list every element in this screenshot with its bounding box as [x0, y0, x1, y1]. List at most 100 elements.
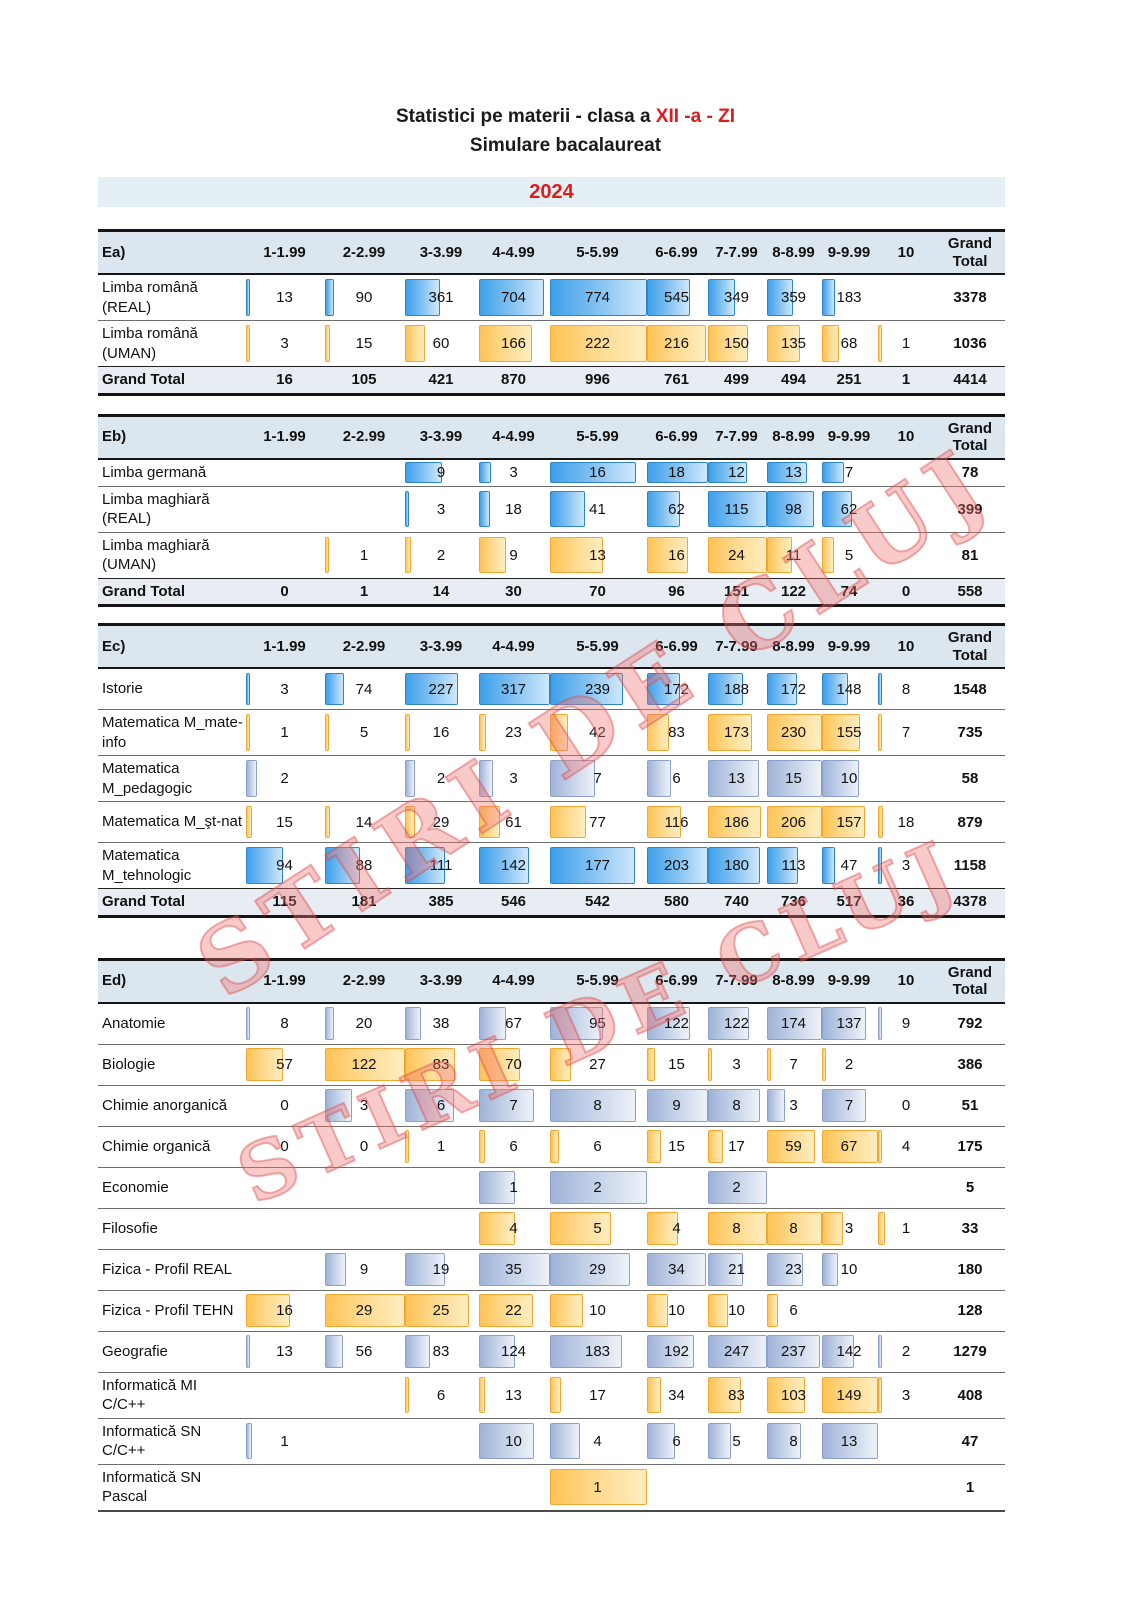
value-text: 3 [280, 680, 289, 698]
value-text: 137 [836, 1015, 862, 1032]
data-bar [647, 805, 682, 839]
table-row: Fizica - Profil TEHN 16 29 25 22 10 10 10 6 128 [98, 1289, 1005, 1331]
total-text: 47 [961, 1432, 979, 1450]
value-cell: 16 [404, 710, 478, 755]
row-label: Limba germană [102, 463, 207, 481]
value-cell: 115 [707, 487, 767, 532]
data-bar [405, 1253, 446, 1286]
value-text: 77 [589, 813, 606, 831]
data-bar [405, 847, 446, 884]
value-text: 10 [589, 1302, 606, 1319]
value-cell: 27 [549, 1045, 646, 1085]
total-text: 81 [961, 546, 979, 564]
value-text: 96 [668, 582, 685, 600]
data-bar [550, 1468, 647, 1506]
value-text: 98 [785, 500, 802, 518]
value-text: 206 [780, 813, 807, 831]
column-header: 6-6.99 [655, 972, 698, 990]
value-text: 8 [789, 1432, 798, 1450]
data-bar [822, 1048, 826, 1081]
value-text: 29 [589, 1261, 606, 1278]
value-text: 2 [732, 1179, 741, 1196]
value-text: 2 [844, 1056, 854, 1073]
row-total: 1279 [935, 1332, 1005, 1372]
column-header: 4-4.99 [492, 243, 535, 261]
value-text: 29 [355, 1302, 373, 1319]
value-text: 13 [728, 770, 745, 787]
data-bar [767, 1422, 801, 1460]
grand-total-cell: 1 [324, 579, 404, 605]
data-bar [325, 847, 360, 884]
grand-total-header: Grand Total [947, 235, 993, 270]
row-label: Fizica - Profil TEHN [102, 1301, 234, 1319]
data-bar [325, 1335, 344, 1368]
value-cell: 13 [766, 460, 821, 486]
row-total: 1158 [935, 843, 1005, 888]
value-text: 4 [593, 1432, 602, 1450]
value-text: 17 [728, 1138, 745, 1155]
column-header: 3-3.99 [419, 637, 463, 655]
value-cell: 5 [821, 533, 877, 578]
value-cell: 5 [707, 1419, 766, 1464]
value-cell: 18 [478, 487, 549, 532]
data-bar [405, 490, 409, 528]
value-cell: 98 [766, 487, 821, 532]
data-bar [246, 1422, 253, 1460]
value-text: 62 [668, 500, 685, 518]
value-text: 7 [844, 1097, 854, 1114]
column-header: 5-5.99 [576, 972, 619, 990]
data-bar [878, 1007, 882, 1040]
value-text: 16 [668, 546, 685, 564]
data-bar [822, 325, 840, 362]
value-cell: 9 [877, 1004, 935, 1044]
data-bar [479, 847, 529, 884]
value-cell: 23 [766, 1250, 821, 1290]
table-row: Fizica - Profil REAL 9 19 35 29 34 21 23 10 180 [98, 1248, 1005, 1290]
value-text: 9 [509, 546, 518, 564]
data-bar [405, 325, 425, 362]
value-cell: 2 [877, 1332, 935, 1372]
value-text: 6 [789, 1302, 798, 1319]
value-cell: 6 [404, 1373, 478, 1418]
row-label: Filosofie [102, 1219, 158, 1237]
value-cell: 10 [707, 1291, 766, 1331]
total-text: 5 [965, 1179, 975, 1196]
value-text: 24 [728, 546, 745, 564]
total-text: 1036 [953, 335, 987, 352]
data-bar [822, 536, 834, 574]
value-text: 774 [584, 289, 611, 306]
data-bar [550, 536, 603, 574]
column-header: 4-4.99 [492, 637, 535, 655]
data-bar [767, 714, 822, 751]
data-bar [647, 847, 708, 884]
grand-total-header: Grand Total [947, 419, 993, 454]
data-bar [405, 536, 412, 574]
data-bar [246, 1335, 251, 1368]
value-cell: 3 [478, 756, 549, 801]
value-cell: 22 [478, 1291, 549, 1331]
data-bar [767, 325, 801, 362]
data-bar [822, 1007, 867, 1040]
value-cell [766, 1168, 821, 1208]
value-cell: 6 [646, 756, 707, 801]
value-cell: 15 [766, 756, 822, 801]
row-total: 33 [935, 1209, 1005, 1249]
table-row: Istorie 3 74 227 317 239 172 188 172 148 8 1548 [98, 669, 1005, 709]
column-header: 7-7.99 [715, 243, 758, 261]
table-row: Limba germană 9 3 16 18 12 13 7 78 [98, 460, 1005, 486]
grand-total-row: Grand Total 0 1 14 30 70 96 151 122 74 0 558 [98, 577, 1005, 607]
data-bar [479, 1253, 550, 1286]
value-cell: 35 [478, 1250, 550, 1290]
value-cell: 2 [245, 756, 324, 801]
data-bar [325, 279, 335, 316]
column-header: 10 [897, 637, 915, 655]
value-text: 90 [355, 289, 373, 306]
table-row: Limba română (UMAN) 3 15 60 166 222 216 150 135 6… [98, 320, 1005, 366]
value-text: 385 [428, 893, 454, 911]
grand-total-header: Grand Total [947, 629, 993, 664]
data-bar [479, 279, 544, 316]
data-bar [405, 1294, 469, 1327]
value-text: 13 [785, 464, 802, 481]
value-text: 349 [723, 289, 750, 306]
